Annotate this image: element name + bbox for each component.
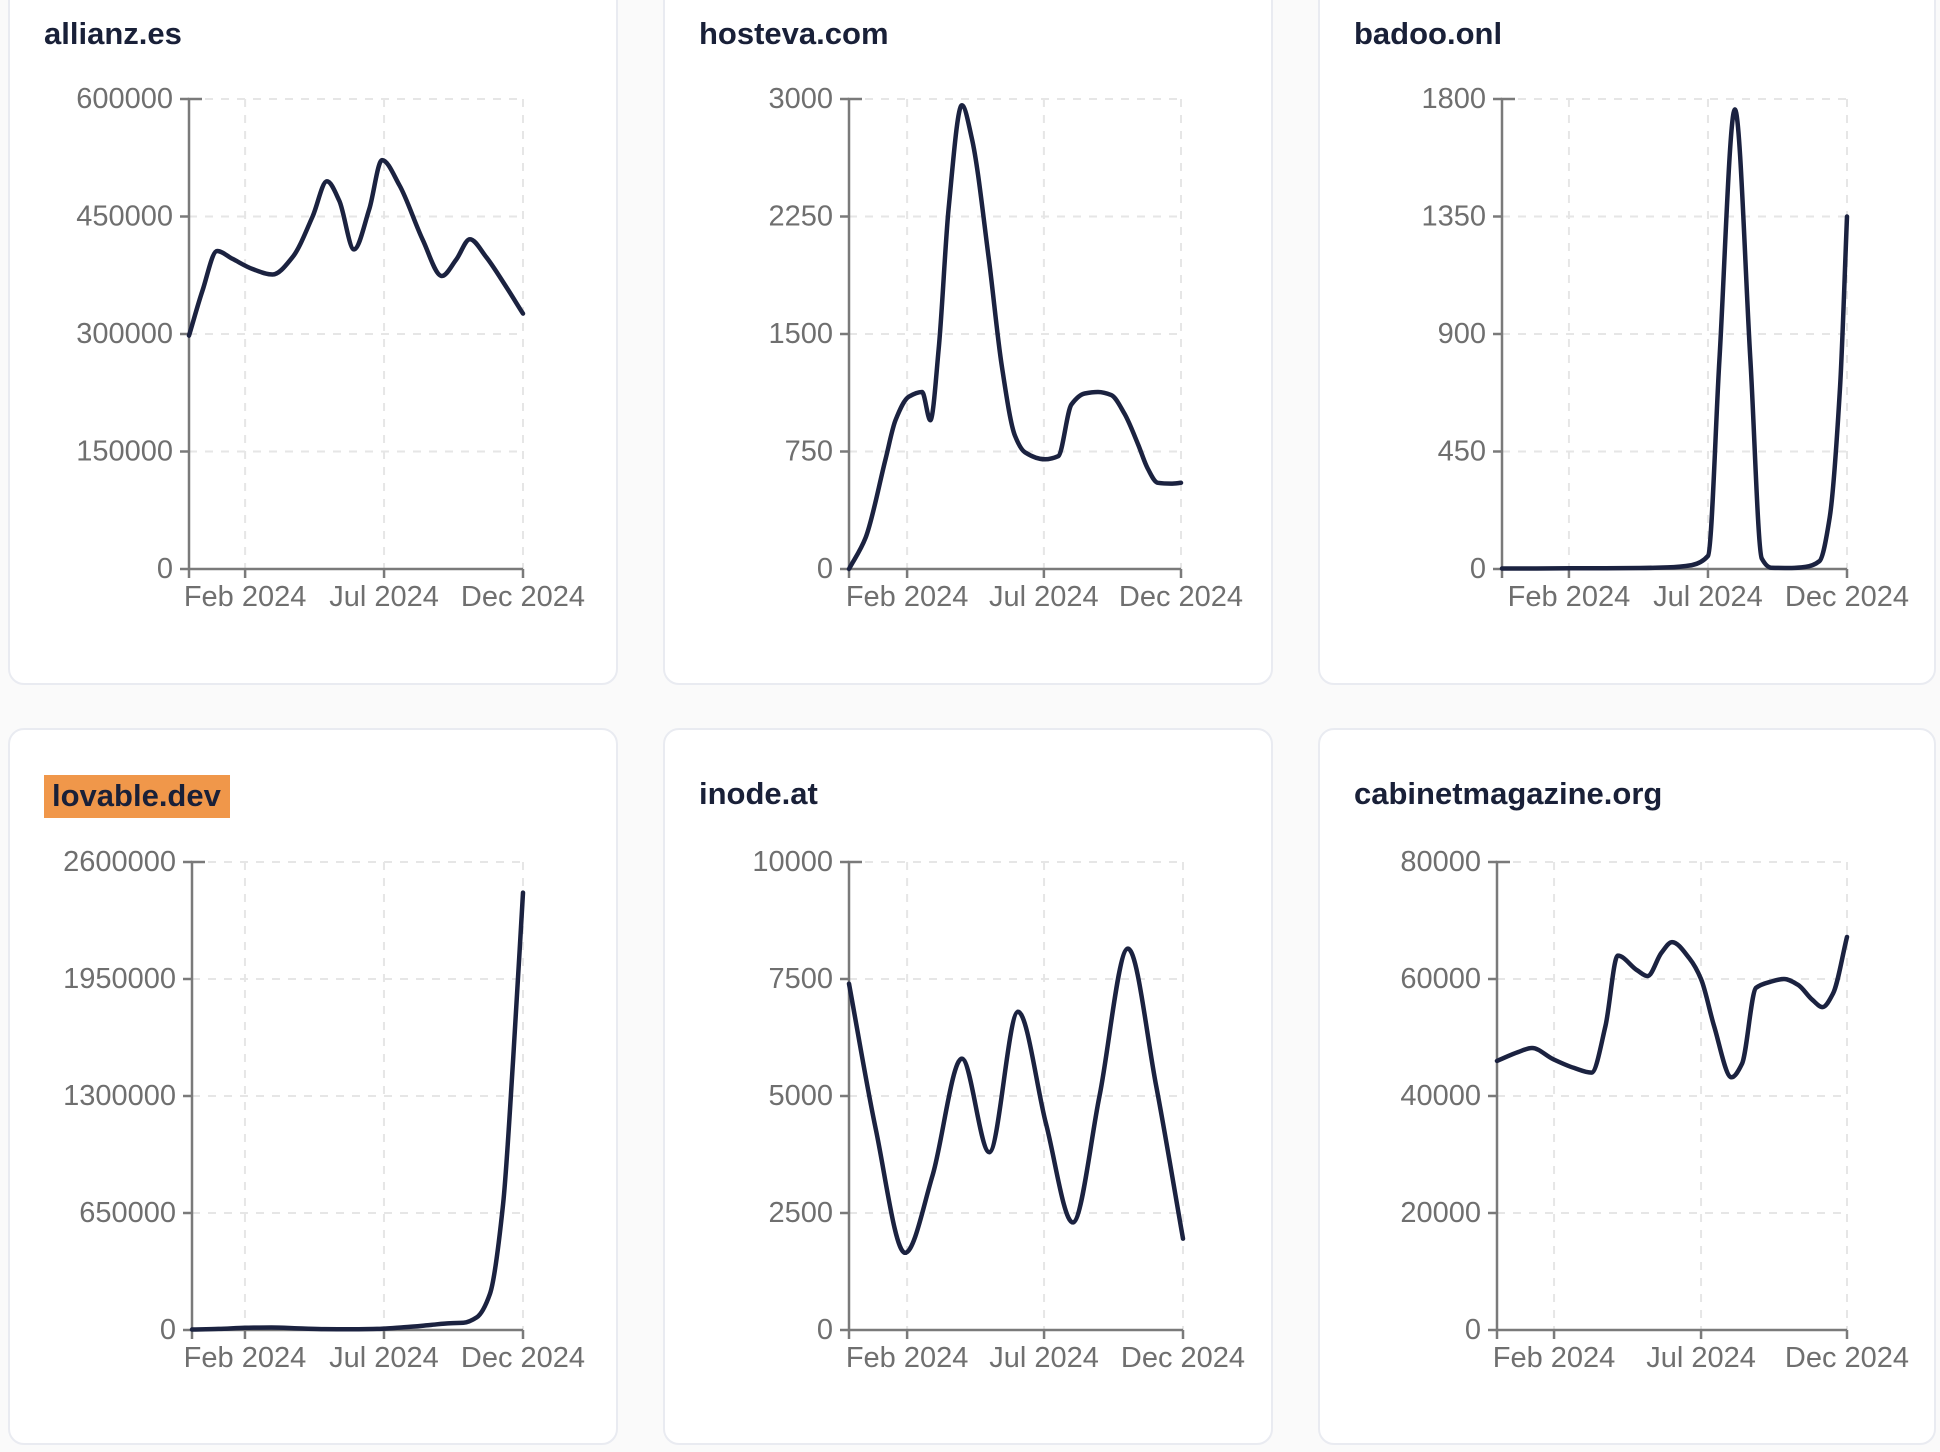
line-chart: 0 650000 1300000 1950000 2600000 Feb 2024 Jul … [63,846,585,1374]
chart-card-allianz-es: allianz.es 0 150000 300000 450000 600000 Feb … [8,0,618,685]
y-tick-label: 60000 [1400,963,1481,995]
x-tick-label: Dec 2024 [1785,581,1909,613]
chart-title: allianz.es [44,15,182,53]
x-tick-label: Jul 2024 [1646,1342,1756,1374]
x-tick-label: Feb 2024 [846,1342,969,1374]
trend-line [186,157,526,338]
chart-card-inode-at: inode.at 0 2500 5000 7500 10000 Feb 2024 Jul 2… [663,728,1273,1445]
chart-title: hosteva.com [699,15,889,53]
x-tick-label: Feb 2024 [846,581,969,613]
line-chart: 0 20000 40000 60000 80000 Feb 2024 Jul 2024 Dec… [1400,846,1909,1374]
x-tick-label: Jul 2024 [989,581,1099,613]
y-tick-label: 0 [817,1314,833,1346]
x-tick-label: Feb 2024 [184,581,307,613]
domain-label[interactable]: badoo.onl [1354,16,1503,51]
y-tick-label: 450000 [76,201,173,233]
y-tick-label: 2250 [768,201,833,233]
y-tick-label: 750 [785,436,833,468]
x-tick-label: Dec 2024 [1121,1342,1245,1374]
y-tick-label: 1500 [768,318,833,350]
chart-title: cabinetmagazine.org [1354,775,1662,813]
chart-title: badoo.onl [1354,15,1502,53]
domain-label[interactable]: inode.at [699,776,818,811]
y-tick-label: 0 [157,553,173,585]
x-tick-label: Feb 2024 [1493,1342,1616,1374]
y-tick-label: 40000 [1400,1080,1481,1112]
y-tick-label: 0 [817,553,833,585]
y-tick-label: 300000 [76,318,173,350]
y-tick-label: 2600000 [63,846,176,878]
trend-line [189,890,526,1332]
chart-title: inode.at [699,775,818,813]
y-tick-label: 0 [160,1314,176,1346]
x-tick-label: Feb 2024 [184,1342,307,1374]
y-tick-label: 650000 [79,1197,176,1229]
domain-label-highlighted[interactable]: lovable.dev [44,775,230,818]
line-chart: 0 2500 5000 7500 10000 Feb 2024 Jul 2024 Dec 20… [752,846,1245,1374]
y-tick-label: 10000 [752,846,833,878]
y-tick-label: 0 [1465,1314,1481,1346]
y-tick-label: 20000 [1400,1197,1481,1229]
domain-label[interactable]: allianz.es [44,16,182,51]
y-tick-label: 450 [1438,436,1486,468]
y-tick-label: 1300000 [63,1080,176,1112]
domain-label[interactable]: cabinetmagazine.org [1354,776,1663,811]
x-tick-label: Dec 2024 [1785,1342,1909,1374]
x-tick-label: Dec 2024 [461,1342,585,1374]
line-chart: 0 450 900 1350 1800 Feb 2024 Jul 2024 Dec 2024 [1421,83,1909,613]
trend-line [1494,934,1850,1080]
y-tick-label: 1350 [1421,201,1486,233]
x-tick-label: Dec 2024 [1119,581,1243,613]
chart-card-cabinetmagazine-org: cabinetmagazine.org 0 20000 40000 60000 8000… [1318,728,1936,1445]
x-tick-label: Jul 2024 [329,1342,439,1374]
trend-line [846,103,1184,572]
domain-label[interactable]: hosteva.com [699,16,889,51]
y-tick-label: 80000 [1400,846,1481,878]
y-tick-label: 3000 [768,83,833,115]
y-tick-label: 7500 [768,963,833,995]
y-tick-label: 2500 [768,1197,833,1229]
trend-line [1499,107,1850,571]
chart-title: lovable.dev [44,775,230,818]
line-chart: 0 150000 300000 450000 600000 Feb 2024 Jul 202… [76,83,585,613]
x-tick-label: Dec 2024 [461,581,585,613]
chart-card-hosteva-com: hosteva.com 0 750 1500 2250 3000 Feb 2024 Jul … [663,0,1273,685]
y-tick-label: 0 [1470,553,1486,585]
x-tick-label: Jul 2024 [329,581,439,613]
chart-card-lovable-dev: lovable.dev 0 650000 1300000 1950000 2600000… [8,728,618,1445]
y-tick-label: 600000 [76,83,173,115]
x-tick-label: Feb 2024 [1508,581,1631,613]
y-tick-label: 1800 [1421,83,1486,115]
trend-line [846,946,1186,1256]
chart-card-badoo-onl: badoo.onl 0 450 900 1350 1800 Feb 2024 Jul 202… [1318,0,1936,685]
y-tick-label: 900 [1438,318,1486,350]
y-tick-label: 5000 [768,1080,833,1112]
x-tick-label: Jul 2024 [1653,581,1763,613]
line-chart: 0 750 1500 2250 3000 Feb 2024 Jul 2024 Dec 2024 [768,83,1243,613]
y-tick-label: 1950000 [63,963,176,995]
x-tick-label: Jul 2024 [989,1342,1099,1374]
y-tick-label: 150000 [76,436,173,468]
